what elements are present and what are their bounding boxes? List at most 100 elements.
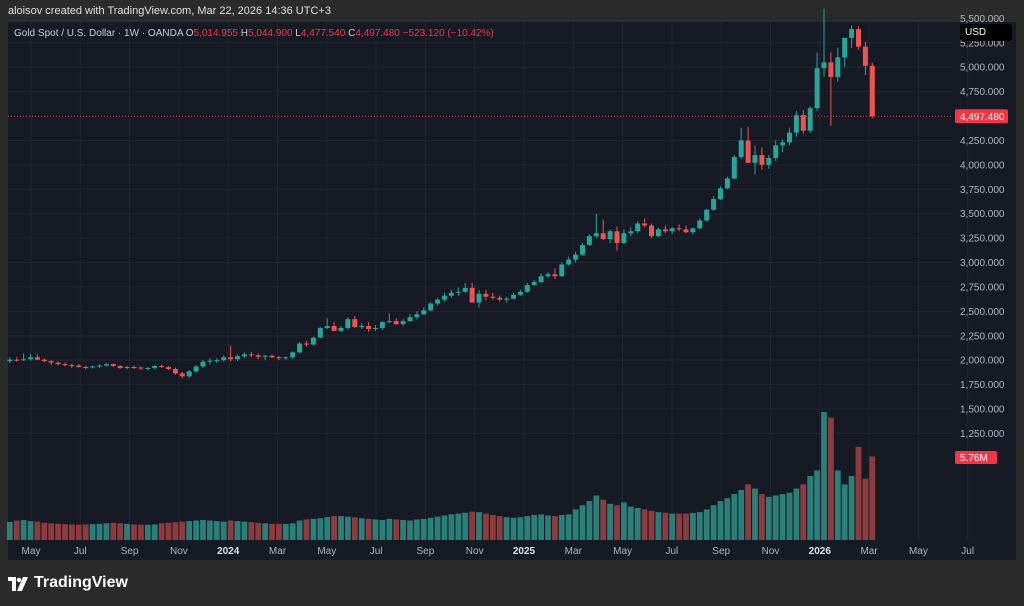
volume-bar xyxy=(414,519,420,540)
candle-body xyxy=(704,209,710,221)
candle-body xyxy=(511,294,516,299)
volume-bar xyxy=(151,524,158,540)
candle-body xyxy=(607,231,613,240)
volume-bar xyxy=(496,516,503,540)
volume-bar xyxy=(434,516,441,540)
candle-body xyxy=(221,357,227,361)
time-tick-label: Sep xyxy=(417,546,435,557)
volume-bar xyxy=(690,513,696,540)
candle-body xyxy=(773,145,779,159)
volume-bar xyxy=(800,484,807,540)
price-tick-label: 4,750.000 xyxy=(960,87,1005,98)
volume-bar xyxy=(324,517,331,540)
time-tick-label: Mar xyxy=(565,546,583,557)
candle-body xyxy=(711,199,717,210)
candle-body xyxy=(310,337,316,345)
chart-panel[interactable] xyxy=(8,22,1016,560)
candle-body xyxy=(248,354,254,356)
candle-body xyxy=(724,178,730,189)
volume-bar xyxy=(552,516,558,540)
price-tick-label: 2,500.000 xyxy=(960,307,1005,318)
volume-bar xyxy=(572,509,579,540)
time-tick-label: May xyxy=(613,546,632,557)
volume-bar xyxy=(683,513,689,540)
volume-bar xyxy=(814,470,820,540)
volume-bar xyxy=(510,517,517,540)
price-tick-label: 2,000.000 xyxy=(960,356,1005,367)
volume-bar xyxy=(317,518,324,540)
volume-bar xyxy=(745,484,751,540)
volume-bar xyxy=(131,524,137,540)
open-label: O xyxy=(185,28,194,39)
symbol-legend: Gold Spot / U.S. Dollar · 1W · OANDA O5,… xyxy=(14,28,494,39)
volume-bar xyxy=(807,476,814,540)
volume-bar xyxy=(351,517,358,540)
candle-body xyxy=(386,321,392,323)
volume-bar xyxy=(752,488,758,540)
candle-body xyxy=(124,367,130,369)
candle-body xyxy=(462,287,468,292)
candle-body xyxy=(635,223,641,232)
candle-body xyxy=(338,327,344,331)
volume-bar xyxy=(227,520,234,540)
candle-body xyxy=(228,357,234,360)
volume-bar xyxy=(220,521,227,540)
time-tick-label: Jul xyxy=(961,546,974,557)
candle-body xyxy=(103,364,109,366)
candle-body xyxy=(21,359,27,361)
volume-bar xyxy=(310,518,317,540)
candle-body xyxy=(835,57,841,77)
volume-bar xyxy=(696,512,703,540)
volume-bar xyxy=(455,513,462,540)
time-tick-label: Nov xyxy=(170,546,188,557)
volume-bar xyxy=(772,495,779,540)
candle-body xyxy=(856,29,861,47)
volume-bar xyxy=(124,523,130,540)
attribution-bar: aloisov created with TradingView.com, Ma… xyxy=(0,0,1024,22)
price-tick-label: 2,250.000 xyxy=(960,331,1005,342)
candle-body xyxy=(262,355,268,357)
candle-body xyxy=(766,158,772,165)
candle-body xyxy=(241,354,247,357)
candle-body xyxy=(807,108,813,131)
candle-body xyxy=(593,233,599,237)
volume-bar xyxy=(165,522,172,540)
candle-body xyxy=(159,366,165,368)
candle-body xyxy=(738,140,744,158)
candle-body xyxy=(83,367,89,369)
volume-bar xyxy=(441,515,448,540)
time-tick-label: Mar xyxy=(860,546,878,557)
time-tick-label: 2026 xyxy=(809,546,832,557)
volume-bar xyxy=(503,517,510,540)
candle-body xyxy=(276,357,282,359)
candle-body xyxy=(662,229,668,232)
close-label: C xyxy=(348,28,356,39)
volume-bar xyxy=(545,515,551,540)
candle-body xyxy=(483,293,489,297)
price-tick-label: 3,000.000 xyxy=(960,258,1005,269)
currency-button[interactable]: USD xyxy=(960,24,1012,41)
candle-body xyxy=(448,292,454,296)
time-tick-label: Nov xyxy=(466,546,484,557)
price-tick-label: 1,500.000 xyxy=(960,405,1005,416)
candle-body xyxy=(90,366,96,368)
volume-bar xyxy=(407,520,413,540)
candle-body xyxy=(573,254,579,260)
candle-body xyxy=(649,225,654,237)
volume-bar xyxy=(345,516,351,540)
volume-bar xyxy=(82,524,89,540)
volume-bar xyxy=(586,501,593,540)
volume-bar xyxy=(524,516,531,540)
candle-body xyxy=(407,317,413,322)
volume-bar xyxy=(289,523,296,540)
candle-body xyxy=(55,362,61,365)
price-tick-label: 5,250.000 xyxy=(960,38,1005,49)
volume-bar xyxy=(420,518,427,540)
candle-body xyxy=(152,366,158,368)
candle-body xyxy=(828,62,834,77)
volume-bar xyxy=(855,446,862,540)
candle-body xyxy=(41,359,47,362)
volume-bar xyxy=(621,502,627,540)
volume-bar xyxy=(379,519,386,540)
